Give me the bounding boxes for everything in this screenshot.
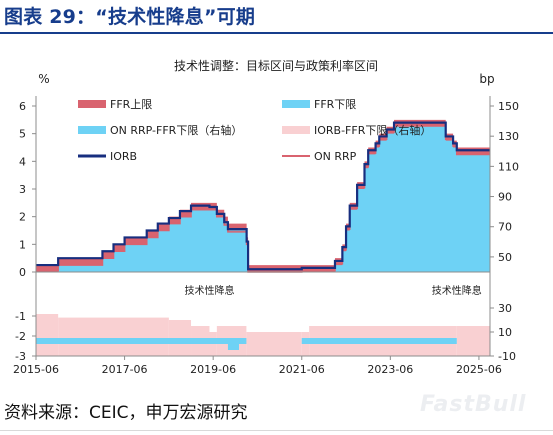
legend-swatch: [78, 126, 106, 134]
chart-title: 技术性调整：目标区间与政策利率区间: [174, 58, 378, 73]
watermark-logo: FastBull: [420, 392, 527, 417]
onrrp-spread-bars: [36, 338, 457, 350]
legend-label: ON RRP: [314, 150, 357, 163]
left-tick-label: -2: [15, 330, 26, 343]
iorb-spread-bar: [58, 317, 169, 356]
legend-label: ON RRP-FFR下限（右轴）: [110, 123, 242, 137]
annotation-label: 技术性降息: [432, 284, 482, 297]
policy-rate-lines: [36, 121, 490, 273]
axis-tick-labels: 0 1 2 3 4 5 6 -1 -2 -3 50 70 90 110 130 150 -10 10 30 2015-…: [13, 100, 519, 376]
title-rule: [0, 32, 553, 34]
annotation-label: 技术性降息: [184, 284, 234, 297]
legend-label: IORB-FFR下限（右轴）: [314, 123, 431, 137]
right-tick-label: 90: [498, 191, 512, 204]
right-tick-label: 30: [498, 302, 512, 315]
right-tick-label: 50: [498, 251, 512, 264]
on-rrp-line: [36, 124, 490, 273]
bottom-rule: [0, 430, 553, 431]
rate-corridor-chart: 技术性调整：目标区间与政策利率区间 % bp 0 1 2 3 4 5 6 -1 -2 -3 50 70…: [13, 58, 519, 376]
legend-swatch: [78, 100, 106, 108]
onrrp-spread-bar: [301, 338, 457, 344]
left-tick-label: 0: [19, 266, 26, 279]
iorb-spread-bar: [246, 332, 302, 356]
right-tick-label: 150: [498, 100, 519, 113]
x-tick-label: 2021-06: [279, 363, 325, 376]
legend-label: IORB: [110, 150, 137, 163]
left-tick-label: 1: [19, 238, 26, 251]
source-note: 资料来源：CEIC，申万宏源研究: [4, 403, 248, 423]
legend-swatch: [282, 100, 310, 108]
left-tick-label: 3: [19, 183, 26, 196]
left-tick-label: -1: [15, 310, 26, 323]
left-tick-label: 2: [19, 211, 26, 224]
left-tick-label: 5: [19, 128, 26, 141]
onrrp-spread-bar: [227, 344, 240, 350]
ffr-lower-area: [36, 126, 490, 272]
legend-label: FFR上限: [110, 98, 152, 111]
chart-axes: [32, 96, 494, 360]
iorb-line: [36, 121, 490, 271]
x-tick-label: 2015-06: [13, 363, 59, 376]
chart-legend: FFR上限 FFR下限 ON RRP-FFR下限（右轴） IORB-FFR下限（右轴）…: [78, 98, 431, 163]
x-tick-label: 2023-06: [367, 363, 413, 376]
iorb-spread-bar: [36, 314, 59, 356]
right-tick-label: 110: [498, 160, 519, 173]
legend-label: FFR下限: [314, 98, 356, 111]
x-tick-label: 2017-06: [102, 363, 148, 376]
right-tick-label: 130: [498, 130, 519, 143]
right-tick-label: -10: [498, 350, 516, 363]
legend-swatch: [282, 126, 310, 134]
ffr-areas: [36, 119, 490, 272]
iorb-spread-bars: [36, 314, 490, 356]
x-tick-label: 2019-06: [190, 363, 236, 376]
left-tick-label: 4: [19, 155, 26, 168]
left-axis-unit: %: [38, 72, 49, 86]
onrrp-spread-bar: [36, 338, 247, 344]
right-tick-label: 70: [498, 221, 512, 234]
chart-annotations: 技术性降息 技术性降息: [184, 284, 481, 297]
left-tick-label: 6: [19, 100, 26, 113]
right-axis-unit: bp: [479, 72, 494, 86]
left-tick-label: -3: [15, 350, 26, 363]
x-tick-label: 2025-06: [456, 363, 502, 376]
figure-title: 图表 29：“技术性降息”可期: [4, 6, 256, 28]
iorb-spread-bar: [456, 326, 490, 356]
right-tick-label: 10: [498, 326, 512, 339]
